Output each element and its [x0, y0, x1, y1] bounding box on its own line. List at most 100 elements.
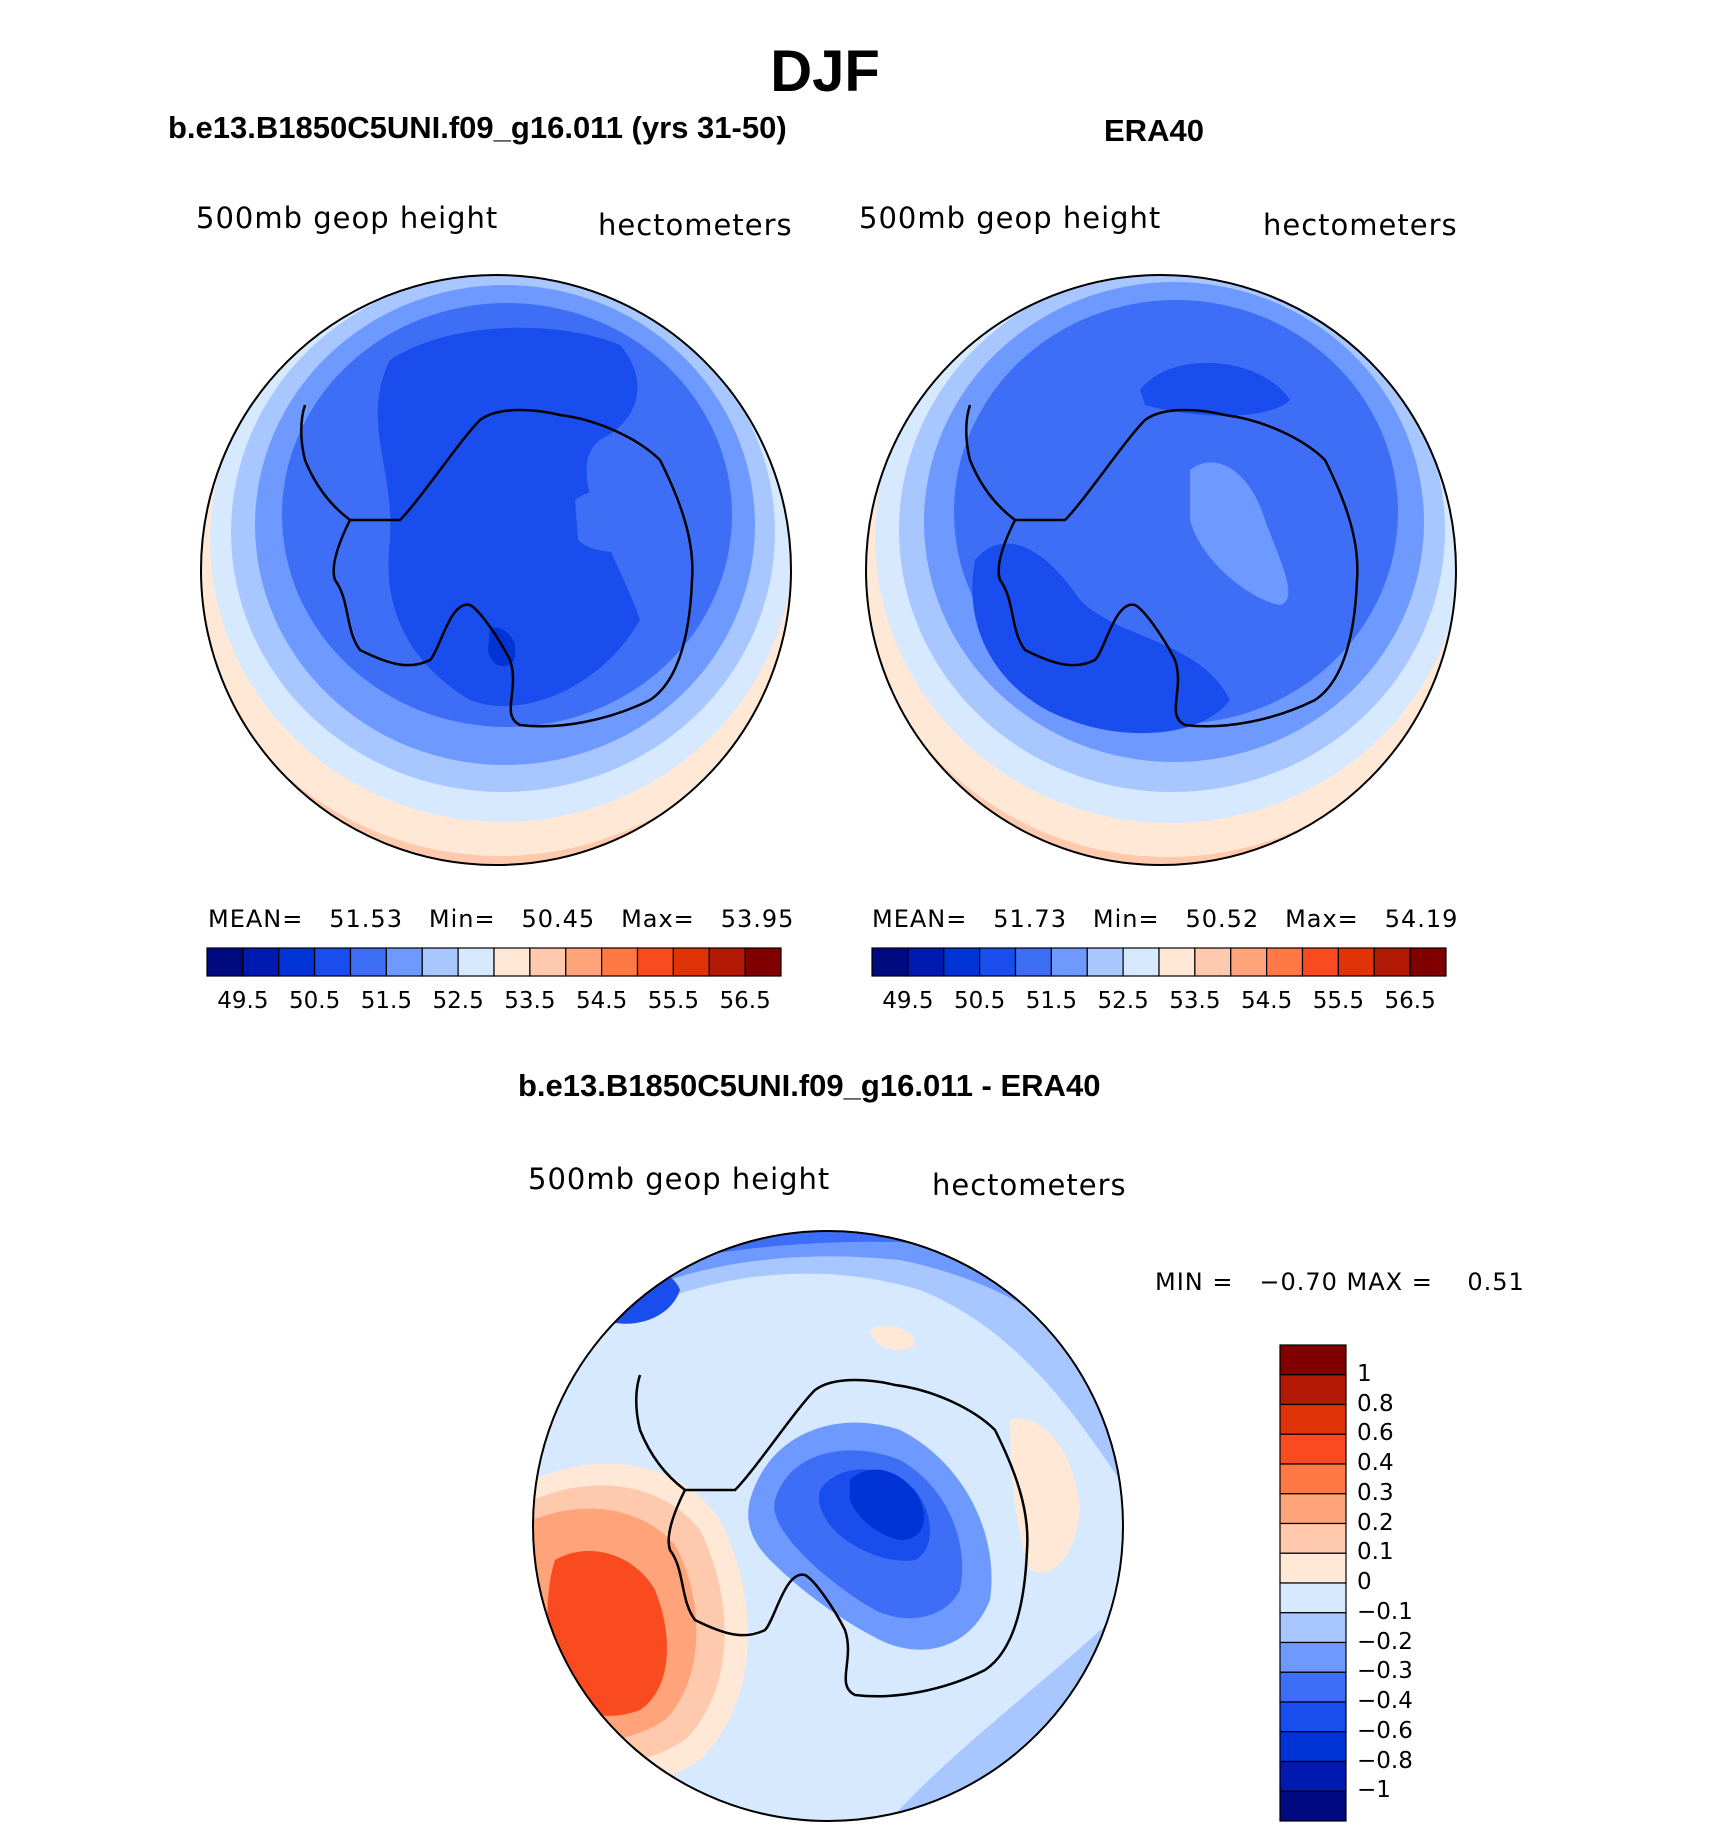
- colorbar-tick-label: 1: [1357, 1360, 1372, 1387]
- colorbar-tick-label: −1: [1357, 1777, 1391, 1804]
- colorbar-panel-1: [206, 947, 782, 977]
- colorbar-tick-label: 54.5: [1241, 988, 1293, 1014]
- colorbar-box: [1279, 1641, 1347, 1673]
- colorbar-box: [672, 947, 710, 977]
- colorbar-tick-label: −0.6: [1357, 1717, 1413, 1744]
- colorbar-tick-label: 0: [1357, 1569, 1372, 1595]
- panel-1-title: b.e13.B1850C5UNI.f09_g16.011 (yrs 31-50): [168, 110, 787, 145]
- panel-3-variable: 500mb geop height: [528, 1162, 831, 1196]
- colorbar-tick-label: 54.5: [576, 988, 628, 1014]
- panel-1-stats: MEAN= 51.53 Min= 50.45 Max= 53.95: [208, 905, 795, 933]
- panel-1-units: hectometers: [598, 208, 793, 242]
- colorbar-tick-label: 0.4: [1357, 1450, 1394, 1476]
- colorbar-box: [421, 947, 459, 977]
- map-panel-3: [532, 1230, 1124, 1822]
- colorbar-tick-label: 0.8: [1357, 1390, 1394, 1417]
- colorbar-tick-label: −0.2: [1357, 1628, 1413, 1655]
- colorbar-box: [1230, 947, 1268, 977]
- panel-3-units: hectometers: [932, 1168, 1127, 1202]
- map-panel-1: [200, 274, 792, 866]
- coastline-antarctica-1: [332, 408, 694, 728]
- colorbar-box: [278, 947, 316, 977]
- coastline-antarctica-3: [667, 1378, 1029, 1698]
- colorbar-tick-label: 56.5: [1384, 988, 1436, 1014]
- colorbar-tick-label: −0.4: [1357, 1688, 1413, 1714]
- colorbar-box: [1158, 947, 1196, 977]
- panel-2-title: ERA40: [1104, 113, 1204, 148]
- colorbar-panel-2: [871, 947, 1447, 977]
- figure-title: DJF: [770, 39, 880, 104]
- colorbar-box: [314, 947, 352, 977]
- colorbar-tick-label: 0.1: [1357, 1539, 1394, 1566]
- colorbar-box: [943, 947, 981, 977]
- colorbar-box: [1279, 1433, 1347, 1465]
- colorbar-box: [206, 947, 244, 977]
- colorbar-tick-label: 0.3: [1357, 1479, 1394, 1506]
- panel-1-variable: 500mb geop height: [196, 201, 499, 235]
- colorbar-box: [1014, 947, 1052, 977]
- coastline-peninsula-2: [965, 404, 1016, 521]
- colorbar-box: [1194, 947, 1232, 977]
- colorbar-box: [1279, 1731, 1347, 1763]
- colorbar-box: [565, 947, 603, 977]
- colorbar-box: [636, 947, 674, 977]
- colorbar-box: [457, 947, 495, 977]
- colorbar-tick-label: 53.5: [1169, 988, 1221, 1014]
- colorbar-box: [1279, 1344, 1347, 1376]
- colorbar-box: [1279, 1582, 1347, 1614]
- colorbar-tick-label: 56.5: [719, 988, 771, 1014]
- panel-2-units: hectometers: [1263, 208, 1458, 242]
- colorbar-box: [1279, 1522, 1347, 1554]
- colorbar-tick-label: −0.1: [1357, 1598, 1413, 1625]
- colorbar-box: [1279, 1463, 1347, 1495]
- panel-2-stats: MEAN= 51.73 Min= 50.52 Max= 54.19: [872, 905, 1459, 933]
- colorbar-box: [1301, 947, 1339, 977]
- colorbar-box: [871, 947, 909, 977]
- colorbar-tick-label: −0.3: [1357, 1658, 1413, 1685]
- colorbar-box: [1279, 1701, 1347, 1733]
- colorbar-box: [1279, 1671, 1347, 1703]
- colorbar-box: [708, 947, 746, 977]
- colorbar-tick-label: 51.5: [360, 988, 412, 1014]
- colorbar-box: [1086, 947, 1124, 977]
- colorbar-box: [493, 947, 531, 977]
- colorbar-tick-label: 50.5: [289, 988, 341, 1014]
- colorbar-tick-label: 53.5: [504, 988, 556, 1014]
- colorbar-box: [1409, 947, 1447, 977]
- coastline-antarctica-2: [997, 408, 1359, 728]
- colorbar-box: [385, 947, 423, 977]
- colorbar-tick-label: 0.2: [1357, 1509, 1394, 1536]
- panel-3-title: b.e13.B1850C5UNI.f09_g16.011 - ERA40: [518, 1068, 1101, 1103]
- colorbar-tick-label: 49.5: [882, 988, 934, 1014]
- colorbar-box: [1279, 1493, 1347, 1525]
- colorbar-tick-label: 50.5: [954, 988, 1006, 1014]
- colorbar-tick-label: 0.6: [1357, 1420, 1394, 1447]
- colorbar-box: [1279, 1760, 1347, 1792]
- colorbar-box: [1279, 1790, 1347, 1822]
- coastline-peninsula-3: [635, 1374, 686, 1491]
- colorbar-box: [979, 947, 1017, 977]
- colorbar-tick-label: 55.5: [1312, 988, 1364, 1014]
- coastline-peninsula-1: [300, 404, 351, 521]
- colorbar-tick-label: 52.5: [1097, 988, 1149, 1014]
- colorbar-box: [1279, 1612, 1347, 1644]
- colorbar-box: [1373, 947, 1411, 977]
- colorbar-diff: [1279, 1344, 1347, 1822]
- colorbar-box: [907, 947, 945, 977]
- colorbar-tick-label: 49.5: [217, 988, 269, 1014]
- colorbar-box: [1279, 1403, 1347, 1435]
- panel-3-minmax: MIN = −0.70 MAX = 0.51: [1155, 1268, 1525, 1296]
- colorbar-box: [601, 947, 639, 977]
- colorbar-tick-label: 55.5: [647, 988, 699, 1014]
- colorbar-box: [349, 947, 387, 977]
- colorbar-box: [529, 947, 567, 977]
- colorbar-box: [242, 947, 280, 977]
- colorbar-box: [1122, 947, 1160, 977]
- map-panel-2: [865, 274, 1457, 866]
- colorbar-tick-label: 52.5: [432, 988, 484, 1014]
- colorbar-box: [1050, 947, 1088, 977]
- colorbar-box: [1279, 1552, 1347, 1584]
- panel-2-variable: 500mb geop height: [859, 201, 1162, 235]
- colorbar-box: [1337, 947, 1375, 977]
